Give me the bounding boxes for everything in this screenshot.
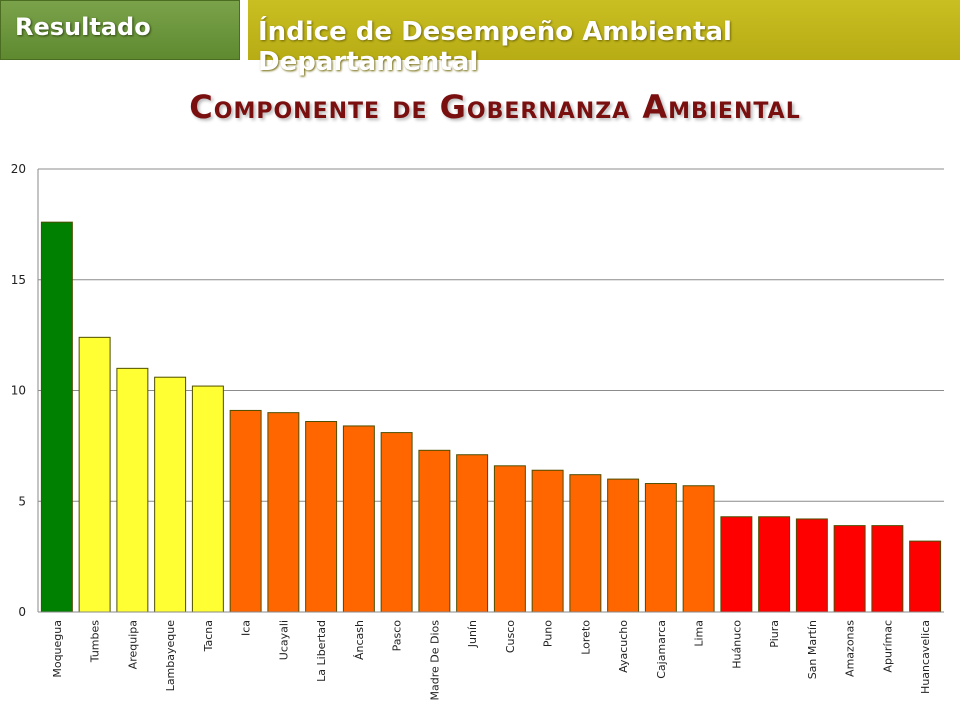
x-tick-label: Arequipa — [126, 620, 139, 669]
bar-apurímac — [871, 525, 904, 613]
bar-madre-de-dios — [418, 449, 451, 613]
x-tick-label: Cusco — [504, 620, 517, 653]
x-tick-label: Moquegua — [51, 620, 64, 678]
bar-ucayali — [267, 412, 300, 613]
x-axis-labels: Moquegua Tumbes Arequipa Lambayeque Tacna Ica… — [51, 620, 932, 701]
x-tick-label: Cajamarca — [655, 620, 668, 679]
bar-piura — [758, 516, 791, 613]
chart-bars — [40, 221, 942, 613]
page-banner-title: Índice de Desempeño Ambiental Departamen… — [248, 0, 960, 77]
y-tick-label: 15 — [11, 273, 26, 287]
bar-áncash — [342, 425, 375, 613]
bar-chart: 0 5 10 15 20 Moquegua Tumbes Arequipa Lambayequ… — [11, 162, 944, 701]
y-axis-ticks: 0 5 10 15 20 — [11, 162, 26, 619]
bar-ica — [229, 409, 262, 613]
x-tick-label: Áncash — [353, 620, 366, 660]
x-tick-label: Loreto — [579, 620, 592, 655]
x-tick-label: Huancavelica — [919, 620, 932, 694]
bar-lima — [682, 485, 715, 613]
bar-tacna — [191, 385, 224, 613]
bar-pasco — [380, 432, 413, 613]
x-tick-label: Madre De Dios — [428, 620, 441, 701]
x-tick-label: Tumbes — [89, 620, 102, 663]
bar-moquegua — [40, 221, 73, 613]
bar-san-martín — [795, 518, 828, 613]
x-tick-label: Lima — [693, 620, 706, 647]
x-tick-label: San Martín — [806, 620, 819, 679]
bar-huancavelica — [909, 540, 942, 613]
bar-amazonas — [833, 525, 866, 613]
bar-cajamarca — [644, 483, 677, 613]
x-tick-label: Apurímac — [881, 620, 894, 673]
y-tick-label: 20 — [11, 162, 26, 176]
bar-junín — [456, 454, 489, 613]
bar-la-libertad — [305, 421, 338, 613]
x-tick-label: Huánuco — [730, 620, 743, 669]
x-tick-label: Ayacucho — [617, 620, 630, 673]
x-tick-label: Lambayeque — [164, 620, 177, 692]
bar-loreto — [569, 474, 602, 613]
bar-huánuco — [720, 516, 753, 613]
x-tick-label: Ica — [240, 620, 253, 636]
bar-tumbes — [78, 336, 111, 613]
x-tick-label: Puno — [542, 620, 555, 647]
x-tick-label: Amazonas — [844, 620, 857, 677]
x-tick-label: Ucayali — [277, 620, 290, 660]
x-tick-label: Pasco — [391, 620, 404, 652]
section-tag: Resultado — [0, 0, 240, 60]
bar-arequipa — [116, 367, 149, 613]
bar-lambayeque — [154, 376, 187, 613]
bar-ayacucho — [607, 478, 640, 613]
x-tick-label: La Libertad — [315, 620, 328, 682]
x-tick-label: Tacna — [202, 620, 215, 652]
y-tick-label: 5 — [18, 494, 26, 508]
x-tick-label: Junín — [466, 620, 479, 648]
y-tick-label: 10 — [11, 384, 26, 398]
bar-cusco — [493, 465, 526, 613]
x-tick-label: Piura — [768, 620, 781, 648]
y-tick-label: 0 — [18, 605, 26, 619]
chart-title: Componente de Gobernanza Ambiental — [189, 88, 801, 126]
bar-puno — [531, 469, 564, 613]
